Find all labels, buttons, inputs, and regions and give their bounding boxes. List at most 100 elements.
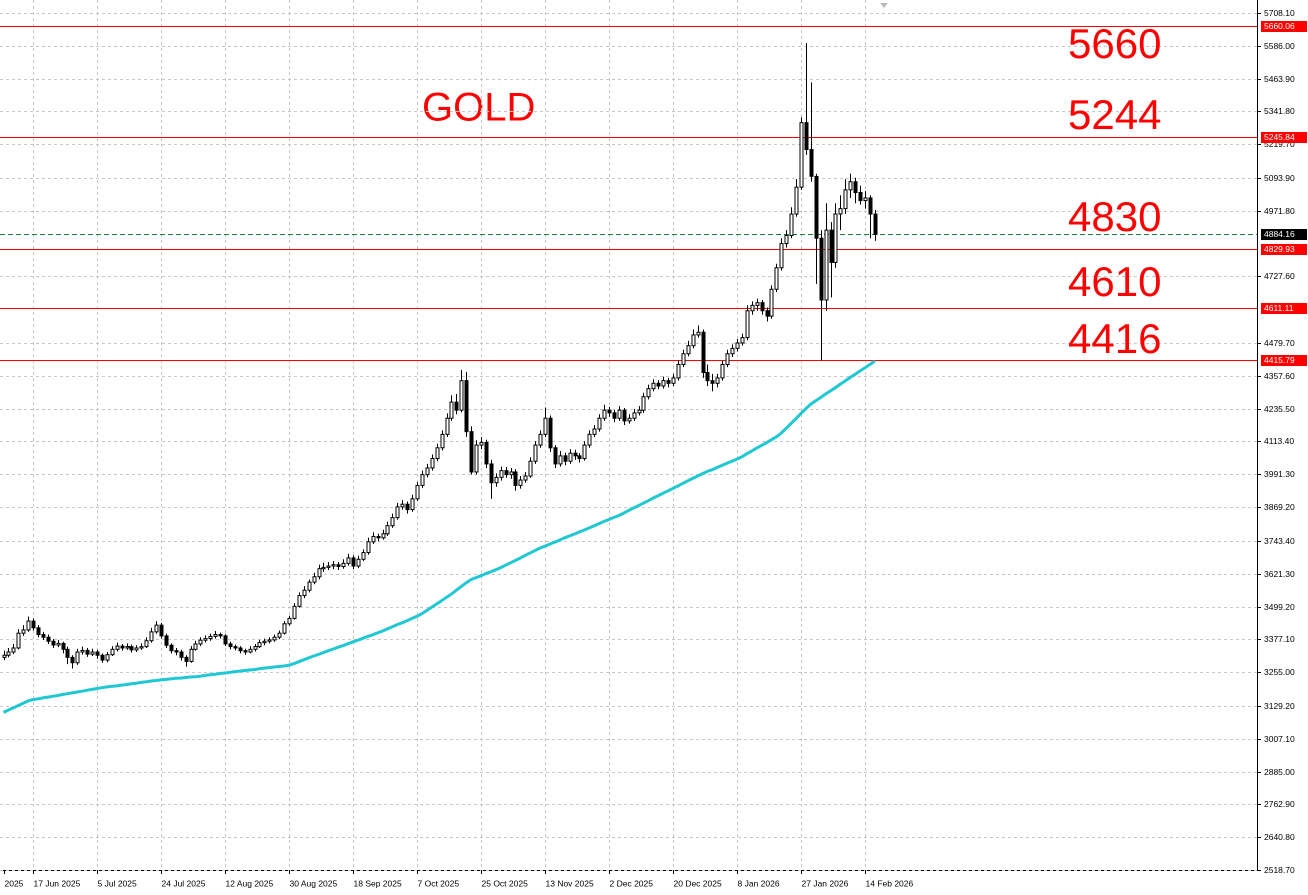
candle-body [765, 310, 770, 317]
x-tick-label: 24 Jul 2025 [162, 878, 206, 888]
candle-body [533, 444, 538, 462]
candle-body [819, 237, 824, 301]
candle-body [789, 213, 794, 237]
candle-body [863, 197, 868, 202]
y-tick-label: 3129.20 [1264, 701, 1295, 711]
candle-body [253, 646, 258, 650]
candle-body [696, 331, 701, 336]
candle-body [115, 645, 120, 650]
y-tick-label: 4113.40 [1264, 436, 1294, 446]
candle-body [257, 642, 262, 648]
candle-body [381, 533, 386, 539]
moving-average [2, 359, 876, 714]
candle-body [513, 471, 518, 486]
candle-body [671, 377, 676, 384]
candle-body [11, 647, 16, 653]
y-tick-label: 3499.20 [1264, 602, 1295, 612]
candle-body [548, 417, 553, 449]
candle-body [612, 412, 617, 419]
y-tick-label: 5708.10 [1264, 8, 1295, 18]
candle-body [218, 634, 223, 637]
y-tick-label: 4235.50 [1264, 404, 1295, 414]
candle-body [804, 122, 809, 151]
candle-body [582, 444, 587, 460]
candle-body [85, 649, 90, 655]
candle-body [80, 649, 85, 653]
candle-body [56, 642, 61, 646]
level-annotation: 5660 [1068, 20, 1161, 67]
level-label: 4415.79 [1264, 355, 1295, 365]
candle-body [144, 640, 149, 648]
candle-body [681, 353, 686, 365]
candle-body [105, 654, 110, 661]
candle-body [464, 380, 469, 433]
candle-body [366, 541, 371, 554]
candle-body [617, 409, 622, 419]
candle-body [415, 484, 420, 500]
y-tick-label: 5219.70 [1264, 139, 1295, 149]
candle-body [125, 646, 130, 649]
x-tick-label: 25 Oct 2025 [482, 878, 529, 888]
y-tick-label: 2762.90 [1264, 799, 1295, 809]
candle-body [435, 447, 440, 460]
candle-body [134, 647, 139, 651]
candle-body [95, 651, 100, 656]
candle-body [632, 412, 637, 419]
candle-body [622, 409, 627, 422]
candle-body [159, 624, 164, 637]
y-tick-label: 4971.80 [1264, 206, 1295, 216]
candle-body [666, 380, 671, 384]
candle-body [725, 353, 730, 365]
candle-body [504, 470, 509, 476]
chart-title: GOLD [422, 86, 535, 130]
candle-body [769, 288, 774, 317]
candle-body [307, 581, 312, 591]
candle-body [61, 642, 66, 650]
candle-body [36, 627, 41, 636]
candle-body [351, 557, 356, 567]
candle-body [267, 639, 272, 642]
candle-body [395, 506, 400, 519]
candle-body [661, 380, 666, 387]
candle-body [489, 463, 494, 484]
candle-body [814, 175, 819, 239]
candle-body [341, 562, 346, 568]
candle-body [646, 388, 651, 398]
candle-body [494, 476, 499, 484]
candle-body [405, 503, 410, 511]
candle-body [317, 568, 322, 578]
candle-body [385, 525, 390, 535]
candle-body [710, 380, 715, 384]
candle-body [553, 447, 558, 465]
candle-body [164, 635, 169, 646]
candle-body [705, 372, 710, 382]
candle-body [484, 441, 489, 465]
y-tick-label: 5093.90 [1264, 173, 1295, 183]
candle-body [430, 458, 435, 469]
candle-body [592, 428, 597, 435]
x-tick-label: 17 Jun 2025 [34, 878, 81, 888]
candle-body [868, 197, 873, 215]
candle-body [110, 648, 115, 656]
candle-body [174, 650, 179, 653]
x-tick-label: 20 Dec 2025 [674, 878, 722, 888]
x-tick-label: 2 Dec 2025 [610, 878, 654, 888]
candle-body [287, 617, 292, 625]
y-tick-label: 5341.80 [1264, 106, 1295, 116]
candle-body [100, 654, 105, 661]
candle-body [70, 656, 75, 664]
candle-body [641, 396, 646, 411]
candle-body [474, 444, 479, 473]
candle-body [193, 643, 198, 650]
y-tick-label: 2518.70 [1264, 865, 1295, 875]
candle-body [538, 433, 543, 446]
y-tick-label: 4727.60 [1264, 271, 1295, 281]
candle-body [390, 517, 395, 527]
candle-body [65, 648, 70, 658]
candle-body [523, 475, 528, 481]
candle-body [120, 645, 125, 649]
candle-body [248, 648, 253, 653]
candle-body [356, 558, 361, 567]
candle-body [238, 647, 243, 652]
